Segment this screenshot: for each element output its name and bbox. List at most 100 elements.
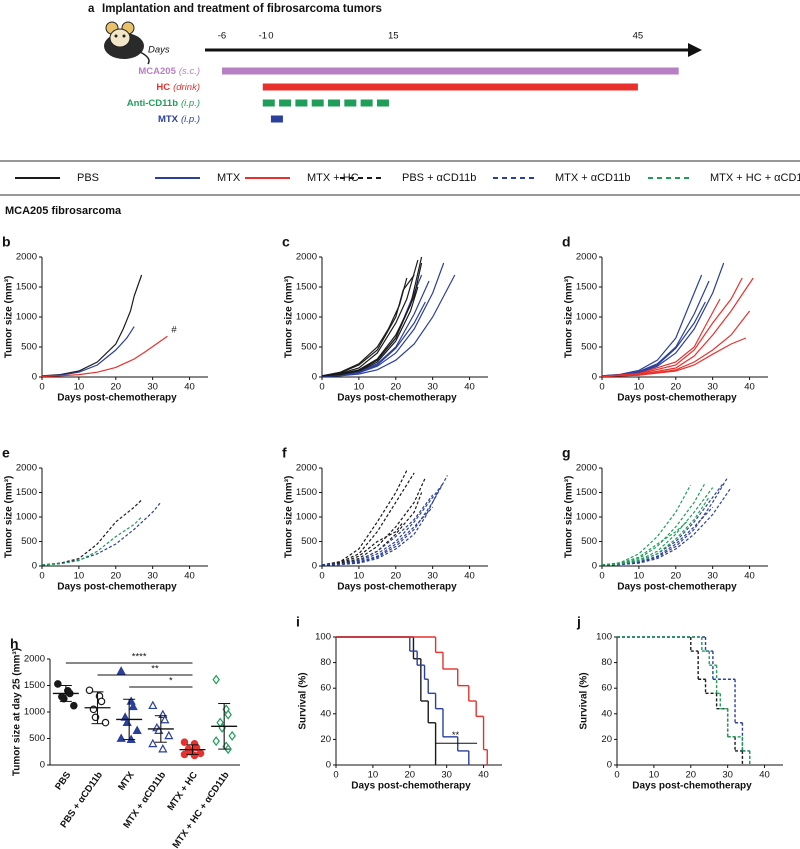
x-tick-label: 20 bbox=[685, 770, 696, 781]
x-tick-label: 0 bbox=[333, 770, 338, 781]
row-note: (drink) bbox=[173, 82, 200, 93]
x-tick-label: 0 bbox=[599, 382, 604, 393]
row-note: (i.p.) bbox=[181, 98, 200, 109]
significance-label: ** bbox=[452, 730, 460, 741]
y-tick-label: 1000 bbox=[576, 312, 597, 323]
x-axis-label: Days post-chemotherapy bbox=[57, 582, 177, 593]
x-tick-label: -1 bbox=[259, 31, 267, 42]
section-title: MCA205 fibrosarcoma bbox=[5, 205, 122, 217]
x-tick-label: 20 bbox=[110, 382, 121, 393]
y-tick-label: 0 bbox=[312, 561, 317, 572]
x-tick-label: 30 bbox=[441, 770, 452, 781]
tumor-curve bbox=[601, 277, 743, 377]
y-tick-label: 60 bbox=[320, 683, 331, 694]
y-tick-label: 1500 bbox=[296, 282, 317, 293]
y-tick-label: 500 bbox=[301, 536, 317, 547]
y-tick-label: 1500 bbox=[24, 680, 45, 691]
row-note: (i.p.) bbox=[181, 114, 200, 125]
end-label: # bbox=[171, 325, 177, 336]
legend-label: PBS + αCD11b bbox=[402, 172, 476, 184]
panel-letter: b bbox=[2, 234, 11, 250]
x-tick-label: 10 bbox=[634, 382, 645, 393]
x-tick-label: 0 bbox=[39, 571, 44, 582]
data-point bbox=[158, 744, 168, 753]
y-tick-label: 2000 bbox=[296, 252, 317, 263]
y-tick-label: 80 bbox=[320, 657, 331, 668]
tumor-curve bbox=[321, 277, 408, 377]
y-tick-label: 20 bbox=[601, 734, 612, 745]
panel-letter: d bbox=[562, 234, 571, 250]
dose bbox=[376, 99, 389, 107]
dose bbox=[360, 99, 373, 107]
y-axis-label: Tumor size (mm³) bbox=[564, 276, 575, 359]
significance-label: **** bbox=[132, 652, 147, 663]
panel-title: Implantation and treatment of fibrosarco… bbox=[102, 3, 382, 15]
legend-label: MTX + HC + αCD11b bbox=[710, 172, 800, 184]
x-tick-label: 40 bbox=[464, 382, 475, 393]
tumor-curve bbox=[41, 502, 161, 566]
treatment-bar bbox=[262, 83, 638, 91]
row-note: (s.c.) bbox=[179, 66, 200, 77]
x-tick-label: 20 bbox=[390, 382, 401, 393]
x-tick-label: MTX + HC + αCD11b bbox=[171, 770, 232, 849]
y-tick-label: 2000 bbox=[24, 654, 45, 665]
x-tick-label: 20 bbox=[670, 382, 681, 393]
x-tick-label: 0 bbox=[319, 382, 324, 393]
legend-label: MTX + HC bbox=[307, 172, 359, 184]
tumor-curve bbox=[601, 337, 747, 377]
tumor-curve bbox=[41, 499, 143, 566]
y-tick-label: 0 bbox=[312, 372, 317, 383]
tumor-curve bbox=[321, 487, 441, 566]
y-tick-label: 1000 bbox=[576, 512, 597, 523]
tumor-curve bbox=[321, 472, 415, 566]
tumor-curve bbox=[321, 470, 408, 566]
dose bbox=[344, 99, 357, 107]
x-tick-label: 20 bbox=[110, 571, 121, 582]
axis-label: Days bbox=[148, 45, 170, 56]
row-label: Anti-CD11b (i.p.) bbox=[127, 98, 200, 109]
y-tick-label: 500 bbox=[301, 342, 317, 353]
y-tick-label: 0 bbox=[40, 760, 45, 771]
dose bbox=[295, 99, 308, 107]
x-tick-label: 10 bbox=[74, 382, 85, 393]
y-tick-label: 80 bbox=[601, 657, 612, 668]
data-point bbox=[70, 701, 78, 710]
panel-letter: i bbox=[296, 614, 300, 630]
x-axis-label: Days post-chemotherapy bbox=[632, 781, 752, 792]
tumor-curve bbox=[321, 286, 419, 377]
dose bbox=[279, 99, 292, 107]
tumor-curve bbox=[321, 494, 434, 566]
y-tick-label: 60 bbox=[601, 683, 612, 694]
significance-label: * bbox=[169, 676, 173, 687]
data-point bbox=[116, 666, 126, 675]
y-tick-label: 0 bbox=[32, 561, 37, 572]
x-tick-label: 10 bbox=[634, 571, 645, 582]
tumor-curve bbox=[321, 506, 434, 566]
y-axis-label: Survival (%) bbox=[298, 672, 309, 729]
tumor-curve bbox=[601, 277, 754, 377]
dose bbox=[270, 115, 283, 123]
y-tick-label: 20 bbox=[320, 734, 331, 745]
y-tick-label: 0 bbox=[32, 372, 37, 383]
legend-label: MTX bbox=[217, 172, 241, 184]
dose bbox=[328, 99, 341, 107]
x-axis-label: Days post-chemotherapy bbox=[351, 781, 471, 792]
dose bbox=[262, 99, 275, 107]
tumor-curve bbox=[601, 487, 714, 566]
y-tick-label: 0 bbox=[607, 760, 612, 771]
y-axis-label: Tumor size (mm³) bbox=[564, 476, 575, 559]
data-point bbox=[212, 674, 220, 685]
y-tick-label: 1000 bbox=[16, 312, 37, 323]
x-tick-label: 30 bbox=[147, 382, 158, 393]
x-tick-label: 30 bbox=[707, 382, 718, 393]
x-tick-label: -6 bbox=[218, 31, 226, 42]
y-tick-label: 500 bbox=[21, 342, 37, 353]
data-point bbox=[116, 733, 126, 742]
x-tick-label: MTX bbox=[116, 769, 137, 792]
data-point bbox=[128, 701, 138, 711]
data-point bbox=[85, 686, 94, 695]
y-tick-label: 2000 bbox=[296, 463, 317, 474]
tumor-curve bbox=[601, 506, 714, 566]
y-tick-label: 0 bbox=[592, 372, 597, 383]
data-point bbox=[97, 697, 106, 706]
